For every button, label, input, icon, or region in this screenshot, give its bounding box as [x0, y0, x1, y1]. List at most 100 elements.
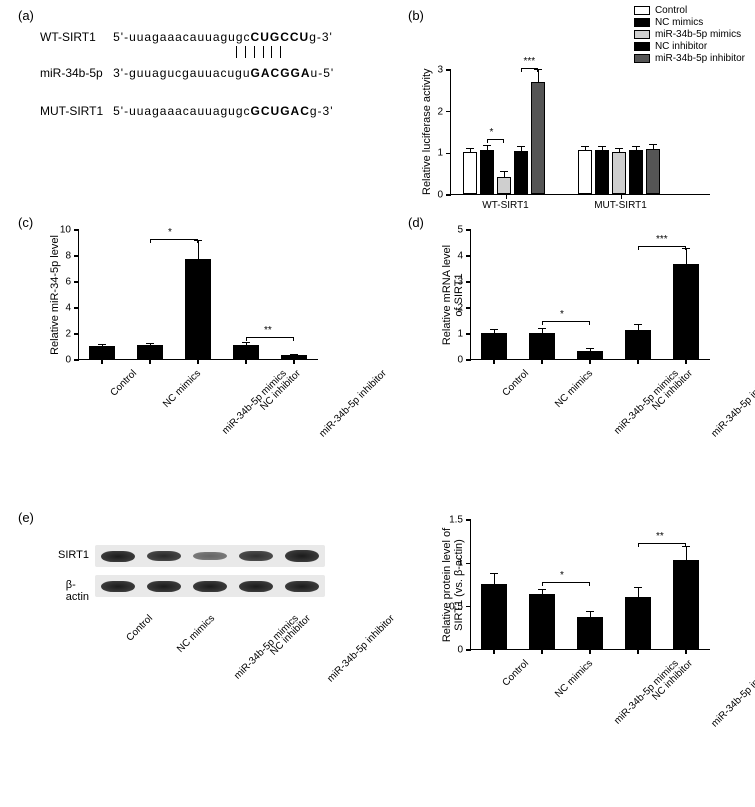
y-axis-label: Relative protein level ofSIRT1 (vs. β-ac…	[441, 520, 465, 650]
significance-marker: *	[168, 227, 172, 238]
significance-marker: *	[490, 127, 494, 138]
y-tick-label: 1	[437, 148, 443, 159]
bar	[595, 150, 609, 194]
bar	[531, 82, 545, 194]
bar	[629, 150, 643, 194]
base-pair-lines	[236, 46, 289, 61]
bar	[673, 264, 699, 359]
bar	[480, 150, 494, 194]
x-tick-label: miR-34b-5p inhibitor	[709, 658, 755, 729]
bar	[89, 346, 115, 359]
legend-label: Control	[655, 5, 687, 16]
x-tick-label: Control	[108, 368, 139, 399]
x-tick-label: miR-34b-5p inhibitor	[709, 368, 755, 439]
seq-name: MUT-SIRT1	[40, 99, 113, 123]
legend-item: miR-34b-5p mimics	[634, 29, 745, 40]
legend-swatch	[634, 6, 650, 15]
legend-label: NC mimics	[655, 17, 703, 28]
y-axis-label: Relative luciferase activity	[421, 70, 433, 195]
bar	[481, 333, 507, 359]
bar	[233, 345, 259, 359]
blot-band	[239, 581, 274, 592]
blot-band	[285, 550, 320, 562]
legend-item: Control	[634, 5, 745, 16]
y-tick-label: 1	[457, 329, 463, 340]
bar	[463, 152, 477, 194]
bar	[529, 594, 555, 649]
panel-b-label: (b)	[408, 8, 424, 23]
significance-marker: ***	[656, 234, 668, 245]
group-label: MUT-SIRT1	[578, 200, 663, 211]
blot-band	[193, 581, 228, 592]
y-tick-label: 0	[65, 355, 71, 366]
legend-item: NC inhibitor	[634, 41, 745, 52]
y-tick-label: 8	[65, 251, 71, 262]
blot-row-label: β-actin	[66, 579, 89, 603]
blot-strip	[95, 545, 325, 567]
blot-band	[239, 551, 274, 561]
bar	[185, 259, 211, 359]
group-label: WT-SIRT1	[463, 200, 548, 211]
significance-marker: **	[264, 325, 272, 336]
x-tick-label: NC mimics	[553, 658, 595, 700]
bar	[673, 560, 699, 649]
panel-e-label: (e)	[18, 510, 34, 525]
y-tick-label: 4	[457, 251, 463, 262]
bar	[137, 345, 163, 359]
significance-marker: *	[560, 570, 564, 581]
y-tick-label: 0	[457, 645, 463, 656]
blot-band	[193, 552, 228, 560]
significance-marker: ***	[524, 56, 536, 67]
panel-a-sequences: WT-SIRT15'-uuagaaacauuagugcCUGCCUg-3'miR…	[40, 25, 344, 123]
bar	[612, 152, 626, 194]
seq-text: 5'-uuagaaacauuagugcGCUGACg-3'	[113, 99, 344, 123]
x-tick-label: miR-34b-5p mimics	[220, 368, 289, 437]
x-tick-label: miR-34b-5p mimics	[612, 368, 681, 437]
panel-d-label: (d)	[408, 215, 424, 230]
y-tick-label: 3	[457, 277, 463, 288]
x-tick-label: Control	[500, 368, 531, 399]
x-tick-label: miR-34b-5p mimics	[612, 658, 681, 727]
y-axis-label: Relative miR-34-5p level	[49, 230, 61, 360]
bar	[529, 333, 555, 359]
y-axis-label: Relative mRNA levelof SIRT1	[441, 230, 465, 360]
blot-band	[147, 581, 182, 592]
legend-swatch	[634, 54, 650, 63]
bar	[577, 351, 603, 359]
lane-label: miR-34b-5p inhibitor	[325, 613, 396, 684]
blot-row-label: SIRT1	[58, 549, 89, 561]
x-tick-label: Control	[500, 658, 531, 689]
bar	[514, 151, 528, 194]
legend-label: miR-34b-5p inhibitor	[655, 53, 745, 64]
bar	[646, 149, 660, 194]
seq-text: 5'-uuagaaacauuagugcCUGCCUg-3'	[113, 25, 344, 49]
blot-band	[101, 551, 136, 562]
y-tick-label: 0	[437, 190, 443, 201]
legend-item: NC mimics	[634, 17, 745, 28]
y-tick-label: 3	[437, 65, 443, 76]
blot-band	[285, 581, 320, 592]
lane-label: NC mimics	[175, 613, 217, 655]
bar	[497, 177, 511, 195]
legend-swatch	[634, 42, 650, 51]
y-tick-label: 2	[437, 106, 443, 117]
legend-swatch	[634, 30, 650, 39]
panel-e-blot: SIRT1β-actinControlNC mimicsmiR-34b-5p m…	[95, 545, 325, 605]
panel-a-label: (a)	[18, 8, 34, 23]
x-tick-label: NC mimics	[161, 368, 203, 410]
bar	[625, 597, 651, 649]
y-tick-label: 0.5	[449, 601, 463, 612]
legend-label: NC inhibitor	[655, 41, 707, 52]
y-tick-label: 2	[65, 329, 71, 340]
legend: ControlNC mimicsmiR-34b-5p mimicsNC inhi…	[634, 5, 745, 65]
bar	[578, 150, 592, 194]
x-tick-label: miR-34b-5p inhibitor	[317, 368, 388, 439]
blot-band	[101, 581, 136, 592]
x-tick-label: NC mimics	[553, 368, 595, 410]
lane-label: Control	[124, 613, 155, 644]
significance-marker: *	[560, 309, 564, 320]
y-tick-label: 1	[457, 558, 463, 569]
figure-root: (a) (b) (c) (d) (e) WT-SIRT15'-uuagaaaca…	[0, 0, 755, 807]
y-tick-label: 6	[65, 277, 71, 288]
seq-text: 3'-guuagucgauuacuguGACGGAu-5'	[113, 61, 344, 85]
